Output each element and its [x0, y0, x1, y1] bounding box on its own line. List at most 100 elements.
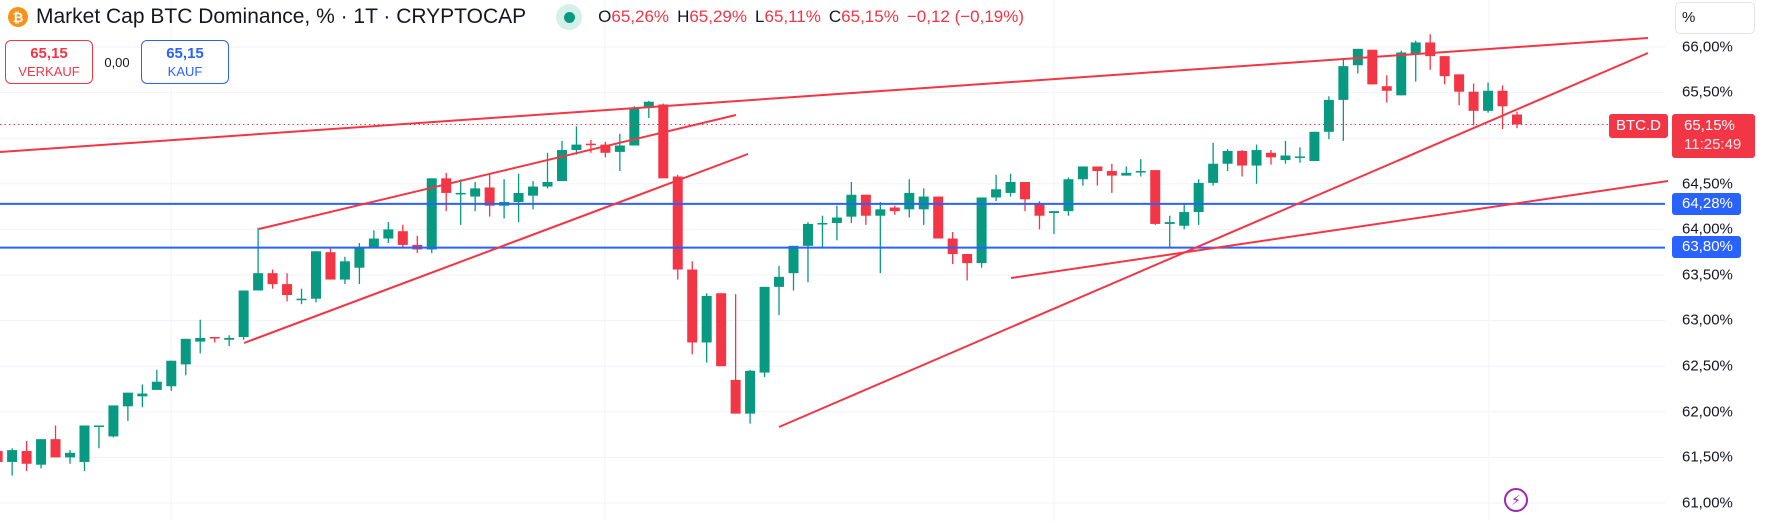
axis-label: 65,50% — [1682, 83, 1733, 101]
bearish-candle — [889, 207, 900, 212]
change-value: −0,12 (−0,19%) — [906, 7, 1025, 26]
bullish-candle — [296, 298, 307, 301]
bullish-candle — [759, 286, 770, 373]
high-label: H — [677, 7, 690, 26]
bullish-candle — [802, 223, 813, 246]
axis-label: 64,00% — [1682, 220, 1733, 238]
bearish-candle — [21, 451, 32, 464]
buy-price: 65,15 — [166, 44, 204, 62]
bearish-candle — [1439, 56, 1450, 77]
bullish-candle — [991, 189, 1002, 198]
sell-price: 65,15 — [30, 44, 68, 62]
bullish-candle — [745, 370, 756, 414]
horizontal-line-tag-1: 64,28% — [1672, 193, 1741, 215]
bullish-candle — [701, 295, 712, 343]
bullish-candle — [1294, 156, 1305, 158]
bullish-candle — [571, 144, 582, 151]
bullish-candle — [1410, 42, 1421, 55]
bullish-candle — [513, 192, 524, 203]
bullish-candle — [1352, 48, 1363, 66]
bearish-candle — [672, 176, 683, 270]
bullish-candle — [470, 188, 481, 197]
bearish-candle — [267, 273, 278, 285]
bullish-candle — [166, 360, 177, 387]
bullish-candle — [1338, 66, 1349, 100]
bullish-candle — [180, 338, 191, 365]
bullish-candle — [831, 217, 842, 224]
bearish-candle — [716, 293, 727, 367]
bearish-candle — [0, 451, 3, 462]
bearish-candle — [1034, 203, 1045, 216]
bullish-candle — [1121, 172, 1132, 176]
buy-label: KAUF — [167, 63, 203, 79]
bullish-candle — [238, 290, 249, 338]
bearish-candle — [585, 143, 596, 146]
last-price-value: 65,15% — [1684, 117, 1735, 134]
horizontal-line-tag-2: 63,80% — [1672, 236, 1741, 258]
bullish-candle — [310, 251, 321, 299]
sell-button[interactable]: 65,15 VERKAUF — [5, 40, 93, 84]
bullish-candle — [455, 192, 466, 195]
bearish-candle — [1454, 74, 1465, 92]
bitcoin-icon: ₿ — [8, 7, 28, 27]
bearish-candle — [1106, 171, 1117, 176]
trendline-drawings[interactable] — [0, 37, 1669, 428]
bearish-candle — [1512, 114, 1522, 125]
bullish-candle — [253, 273, 264, 291]
bearish-candle — [1468, 91, 1479, 111]
last-price-tag: 65,15% 11:25:49 — [1672, 114, 1755, 158]
axis-label: 66,00% — [1682, 38, 1733, 56]
bearish-candle — [397, 231, 408, 245]
bullish-candle — [875, 209, 886, 216]
bearish-candle — [962, 254, 973, 264]
bullish-candle — [1164, 222, 1175, 224]
bearish-candle — [1237, 150, 1248, 166]
bearish-candle — [441, 178, 452, 193]
bearish-candle — [600, 144, 611, 153]
close-label: C — [828, 7, 842, 26]
bearish-candle — [1497, 90, 1508, 107]
bullish-candle — [36, 439, 47, 465]
bullish-candle — [1135, 171, 1146, 173]
ohlc-values: O 65,26% H 65,29% L 65,11% C 65,15% −0,12 (−… — [598, 7, 1032, 27]
bearish-candle — [658, 104, 669, 179]
bullish-candle — [1323, 99, 1334, 132]
bullish-candle — [1251, 150, 1262, 166]
high-value: 65,29% — [689, 7, 748, 26]
market-status-indicator[interactable] — [556, 4, 583, 30]
bullish-candle — [1208, 163, 1219, 183]
bullish-candle — [542, 181, 553, 187]
price-scale-unit-button[interactable]: % — [1675, 2, 1755, 34]
bearish-candle — [933, 196, 944, 239]
bearish-candle — [1425, 42, 1436, 57]
close-value: 65,15% — [841, 7, 899, 26]
axis-label: 63,00% — [1682, 311, 1733, 329]
axis-label: 63,50% — [1682, 266, 1733, 284]
bearish-candle — [1367, 49, 1378, 85]
bearish-candle — [282, 284, 293, 296]
low-value: 65,11% — [764, 7, 821, 26]
buy-button[interactable]: 65,15 KAUF — [141, 40, 229, 84]
sell-label: VERKAUF — [18, 63, 80, 79]
bearish-candle — [209, 337, 220, 339]
axis-label: 62,00% — [1682, 403, 1733, 421]
chart-header: ₿ Market Cap BTC Dominance, % · 1T · CRY… — [8, 3, 1032, 31]
symbol-price-tag: BTC.D — [1609, 114, 1668, 138]
bullish-candle — [1396, 52, 1407, 96]
low-label: L — [755, 7, 765, 26]
bullish-candle — [224, 337, 235, 340]
bullish-candle — [383, 229, 394, 239]
axis-label: 64,50% — [1682, 175, 1733, 193]
bullish-candle — [846, 194, 857, 217]
bullish-candle — [122, 392, 133, 407]
bullish-candle — [1005, 181, 1016, 193]
symbol-title[interactable]: Market Cap BTC Dominance, % · 1T · CRYPT… — [36, 5, 527, 28]
bullish-candle — [788, 245, 799, 274]
trade-buttons: 65,15 VERKAUF 0,00 65,15 KAUF — [5, 40, 229, 84]
lightning-icon[interactable]: ⚡ — [1504, 488, 1528, 512]
bullish-candle — [904, 192, 915, 210]
bullish-candle — [137, 393, 148, 397]
bearish-candle — [687, 269, 698, 343]
trendline — [0, 37, 1649, 153]
